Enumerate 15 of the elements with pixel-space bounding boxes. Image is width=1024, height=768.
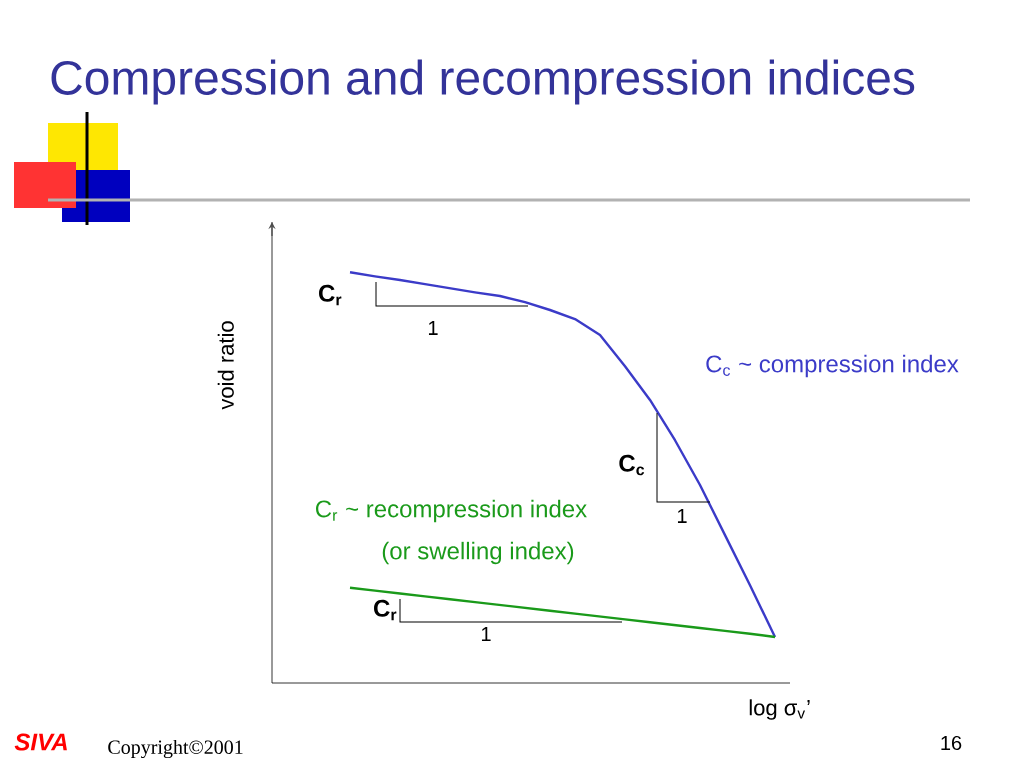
annotation: C$_{r}$ ~ recompression index	[316, 499, 587, 523]
annotation: 1	[481, 627, 491, 641]
text: SIVA	[14, 733, 67, 751]
annotation: 1	[428, 321, 438, 335]
annotation: (or swelling index)	[382, 541, 574, 565]
annotation: C$_{r}$	[319, 284, 342, 306]
annotation: 1	[677, 509, 687, 523]
y-axis-title: void ratio	[217, 321, 234, 410]
annotation: C$_{r}$	[374, 599, 397, 621]
x-axis-title: log σ$_{v}$’	[749, 699, 810, 720]
annotation: C$_{c}$ ~ compression index	[706, 354, 959, 378]
annotation: C$_{c}$	[619, 454, 645, 476]
text: 16	[941, 735, 962, 751]
text: Copyright©2001	[108, 739, 243, 759]
chart-title: Compression and recompression indices	[51, 59, 915, 105]
